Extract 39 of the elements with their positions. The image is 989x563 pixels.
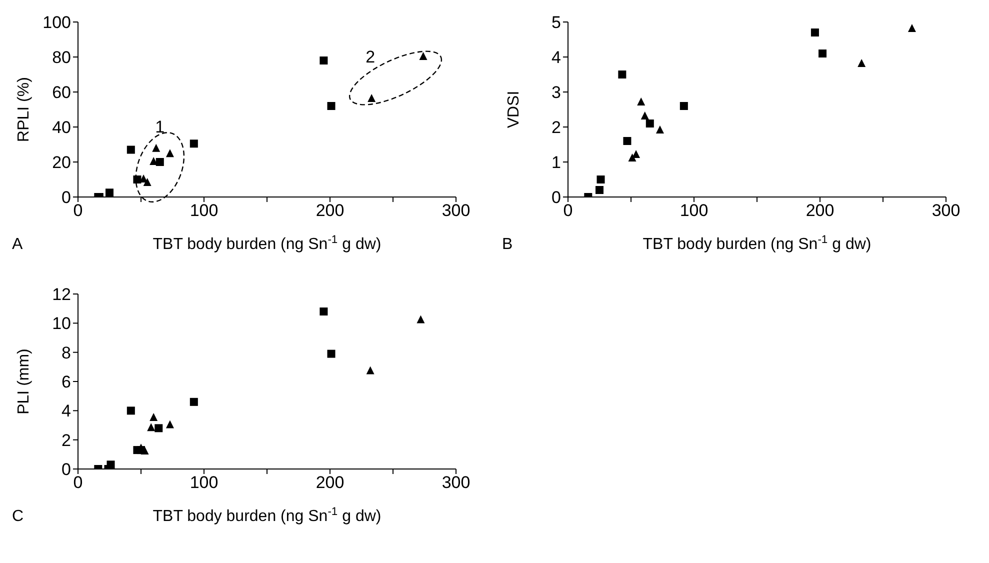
y-tick-label: 5 [552, 13, 561, 32]
x-axis-title: TBT body burden (ng Sn$^{-1}$ g dw) [152, 506, 382, 525]
y-tick-label: 2 [552, 118, 561, 138]
text: A [12, 236, 23, 253]
text: B [502, 236, 513, 253]
x-tick-label: 200 [806, 201, 834, 220]
y-axis-title: PLI (mm) [16, 348, 33, 414]
y-tick-label: 60 [52, 83, 71, 102]
x-tick-label: 200 [316, 201, 344, 220]
x-tick-label: 300 [442, 473, 470, 492]
y-tick-label: 10 [52, 314, 71, 334]
y-tick-label: 1 [552, 153, 561, 172]
y-tick-label: 0 [62, 188, 71, 208]
x-axis-title: TBT body burden (ng Sn$^{-1}$ g dw) [152, 234, 382, 253]
y-tick-label: 0 [552, 188, 561, 208]
x-tick-label: 100 [680, 201, 708, 220]
y-tick-label: 0 [62, 460, 71, 480]
y-axis-title: RPLI (%) [16, 77, 33, 142]
y-tick-label: 2 [62, 430, 71, 450]
y-tick-label: 100 [42, 13, 71, 32]
x-tick-label: 300 [932, 201, 960, 220]
x-axis-title: TBT body burden (ng Sn$^{-1}$ g dw) [642, 234, 872, 253]
x-tick-label: 100 [190, 473, 218, 492]
x-tick-label: 100 [190, 201, 218, 220]
y-tick-label: 8 [62, 343, 71, 362]
y-tick-label: 3 [552, 83, 561, 102]
y-tick-label: 4 [552, 48, 561, 68]
annotation: 2 [366, 47, 376, 66]
x-tick-label: 300 [442, 201, 470, 220]
text: C [12, 508, 24, 525]
y-tick-label: 80 [52, 48, 71, 68]
y-tick-label: 4 [62, 402, 71, 421]
annotation: 1 [155, 117, 165, 136]
x-tick-label: 200 [316, 473, 344, 492]
y-tick-label: 20 [52, 153, 71, 172]
y-tick-label: 12 [52, 285, 71, 304]
y-tick-label: 6 [62, 372, 71, 392]
y-tick-label: 40 [52, 118, 71, 138]
y-axis-title: VDSI [506, 90, 523, 128]
